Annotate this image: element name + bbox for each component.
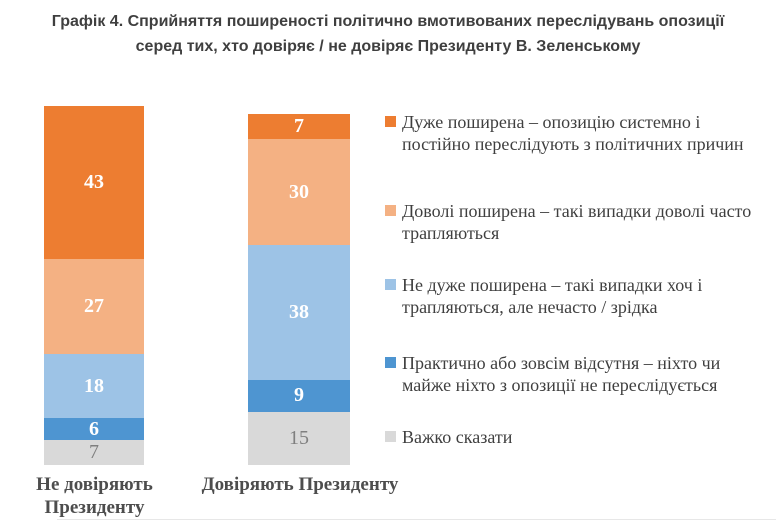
- bar-segment-value: 7: [294, 114, 304, 137]
- legend-label: Доволі поширена – такі випадки доволі ча…: [402, 201, 752, 243]
- bar-segment-value: 6: [89, 418, 99, 440]
- bar-segment-value: 7: [89, 440, 99, 463]
- bar-segment: 18: [44, 354, 144, 419]
- bar-segment-value: 15: [289, 426, 309, 449]
- bar-segment: 7: [44, 439, 144, 465]
- bar-segment: 15: [248, 411, 350, 466]
- legend-swatch: [385, 279, 396, 290]
- bar-segment-value: 27: [84, 295, 104, 318]
- bar-segment: 7: [248, 114, 350, 139]
- legend-label: Не дуже поширена – такі випадки хоч і тр…: [402, 275, 703, 317]
- legend-item: Важко сказати: [385, 426, 764, 448]
- legend-label: Дуже поширена – опозицію системно і пост…: [402, 112, 744, 154]
- bar-segment: 27: [44, 258, 144, 355]
- bar-segment: 6: [44, 418, 144, 440]
- legend-item: Дуже поширена – опозицію системно і пост…: [385, 111, 764, 155]
- legend-item: Доволі поширена – такі випадки доволі ча…: [385, 200, 764, 244]
- chart-title: Графік 4. Сприйняття поширеності політич…: [0, 9, 776, 59]
- legend-item: Не дуже поширена – такі випадки хоч і тр…: [385, 274, 764, 318]
- bar-segment-value: 38: [289, 301, 309, 324]
- bar-segment-value: 30: [289, 180, 309, 203]
- chart-title-line2: серед тих, хто довіряє / не довіряє През…: [135, 38, 641, 55]
- bar-segment-value: 9: [294, 384, 304, 407]
- legend-swatch: [385, 431, 396, 442]
- legend-label: Важко сказати: [402, 427, 513, 447]
- bar-segment: 43: [44, 106, 144, 259]
- bar-segment-value: 43: [84, 170, 104, 193]
- bar-segment: 30: [248, 138, 350, 246]
- bar-column-trust: 7 30 38 9 15: [248, 114, 350, 466]
- legend-item: Практично або зовсім відсутня – ніхто чи…: [385, 352, 764, 396]
- category-label-not-trust: Не довіряють Президенту: [36, 474, 153, 518]
- bar-segment-value: 18: [84, 374, 104, 397]
- bar-segment: 9: [248, 379, 350, 412]
- bar-column-not-trust: 43 27 18 6 7: [44, 106, 144, 465]
- legend-label: Практично або зовсім відсутня – ніхто чи…: [402, 353, 721, 395]
- category-label-trust: Довіряють Президенту: [201, 474, 399, 495]
- bottom-rule: [57, 519, 776, 520]
- legend-swatch: [385, 357, 396, 368]
- legend-swatch: [385, 205, 396, 216]
- bar-segment: 38: [248, 245, 350, 380]
- legend-swatch: [385, 116, 396, 127]
- legend: Дуже поширена – опозицію системно і пост…: [385, 105, 776, 485]
- chart-title-line1: Графік 4. Сприйняття поширеності політич…: [51, 13, 725, 30]
